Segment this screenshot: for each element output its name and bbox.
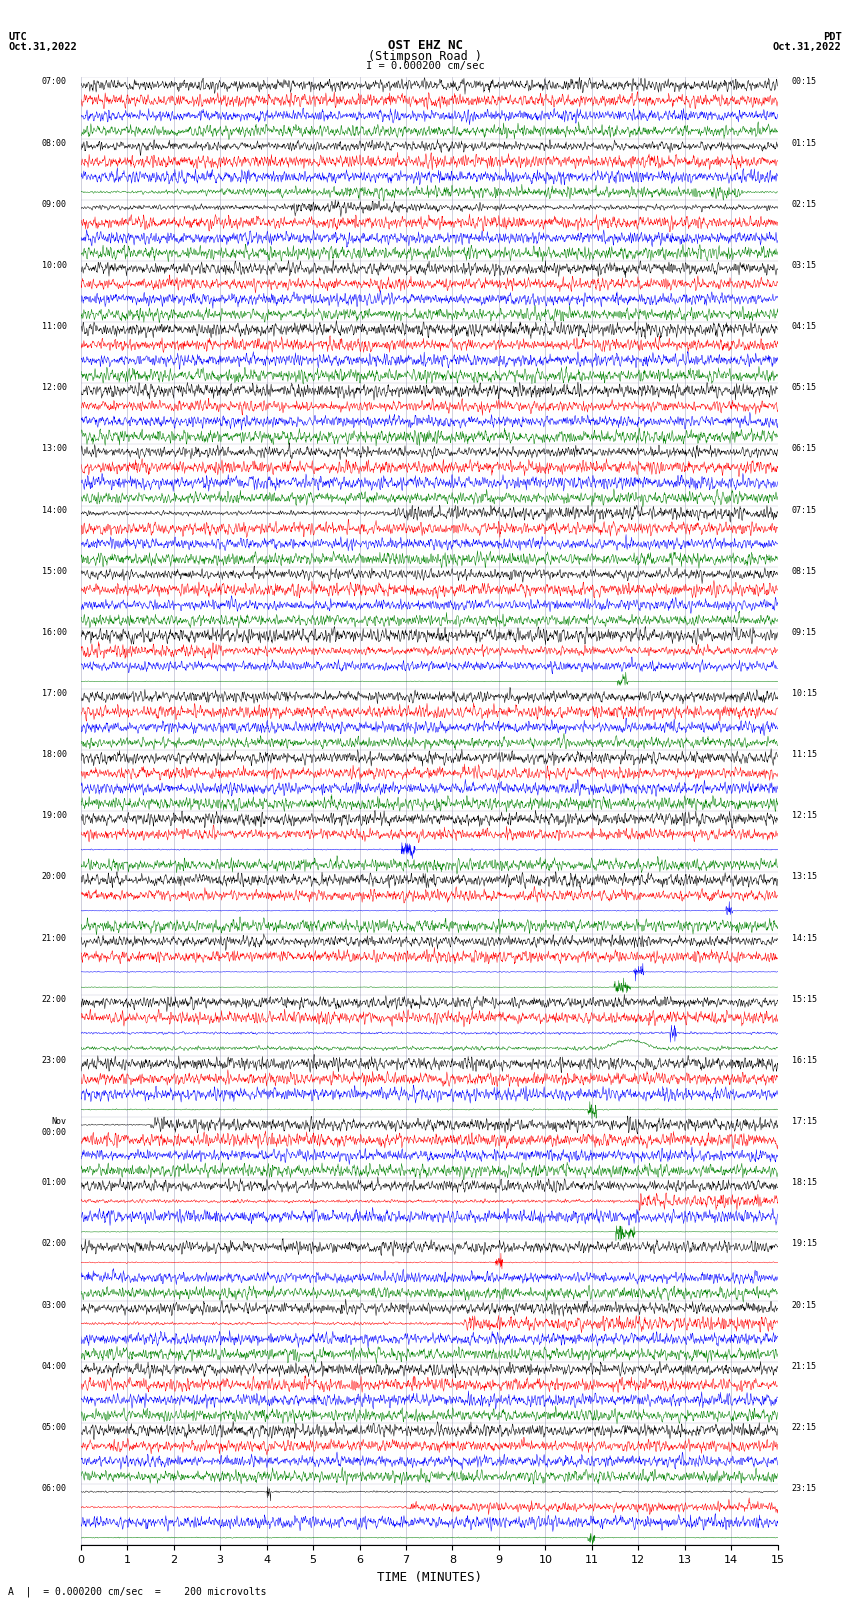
Text: 09:00: 09:00 (42, 200, 67, 208)
Text: 11:15: 11:15 (791, 750, 817, 760)
Text: 03:15: 03:15 (791, 261, 817, 269)
Text: 16:15: 16:15 (791, 1057, 817, 1065)
Text: 18:00: 18:00 (42, 750, 67, 760)
Text: 20:15: 20:15 (791, 1300, 817, 1310)
Text: PDT: PDT (823, 32, 842, 42)
Text: 23:15: 23:15 (791, 1484, 817, 1494)
X-axis label: TIME (MINUTES): TIME (MINUTES) (377, 1571, 482, 1584)
Text: 22:00: 22:00 (42, 995, 67, 1003)
Text: OST EHZ NC: OST EHZ NC (388, 39, 462, 52)
Text: 05:00: 05:00 (42, 1423, 67, 1432)
Text: 21:00: 21:00 (42, 934, 67, 942)
Text: Oct.31,2022: Oct.31,2022 (773, 42, 842, 52)
Text: UTC: UTC (8, 32, 27, 42)
Text: 16:00: 16:00 (42, 627, 67, 637)
Text: 23:00: 23:00 (42, 1057, 67, 1065)
Text: 17:15: 17:15 (791, 1118, 817, 1126)
Text: 21:15: 21:15 (791, 1361, 817, 1371)
Text: (Stimpson Road ): (Stimpson Road ) (368, 50, 482, 63)
Text: 05:15: 05:15 (791, 384, 817, 392)
Text: 19:15: 19:15 (791, 1239, 817, 1248)
Text: 17:00: 17:00 (42, 689, 67, 698)
Text: 03:00: 03:00 (42, 1300, 67, 1310)
Text: Oct.31,2022: Oct.31,2022 (8, 42, 77, 52)
Text: 07:00: 07:00 (42, 77, 67, 87)
Text: 10:15: 10:15 (791, 689, 817, 698)
Text: 19:00: 19:00 (42, 811, 67, 821)
Text: 20:00: 20:00 (42, 873, 67, 881)
Text: 10:00: 10:00 (42, 261, 67, 269)
Text: 00:15: 00:15 (791, 77, 817, 87)
Text: 11:00: 11:00 (42, 323, 67, 331)
Text: 14:15: 14:15 (791, 934, 817, 942)
Text: I = 0.000200 cm/sec: I = 0.000200 cm/sec (366, 61, 484, 71)
Text: 06:15: 06:15 (791, 444, 817, 453)
Text: 01:00: 01:00 (42, 1177, 67, 1187)
Text: 02:15: 02:15 (791, 200, 817, 208)
Text: 13:15: 13:15 (791, 873, 817, 881)
Text: 12:15: 12:15 (791, 811, 817, 821)
Text: 14:00: 14:00 (42, 505, 67, 515)
Text: 15:00: 15:00 (42, 566, 67, 576)
Text: A  |  = 0.000200 cm/sec  =    200 microvolts: A | = 0.000200 cm/sec = 200 microvolts (8, 1586, 267, 1597)
Text: 09:15: 09:15 (791, 627, 817, 637)
Text: 08:00: 08:00 (42, 139, 67, 147)
Text: 12:00: 12:00 (42, 384, 67, 392)
Text: 08:15: 08:15 (791, 566, 817, 576)
Text: 02:00: 02:00 (42, 1239, 67, 1248)
Text: 04:00: 04:00 (42, 1361, 67, 1371)
Text: Nov
00:00: Nov 00:00 (42, 1118, 67, 1137)
Text: 01:15: 01:15 (791, 139, 817, 147)
Text: 15:15: 15:15 (791, 995, 817, 1003)
Text: 13:00: 13:00 (42, 444, 67, 453)
Text: 18:15: 18:15 (791, 1177, 817, 1187)
Text: 22:15: 22:15 (791, 1423, 817, 1432)
Text: 07:15: 07:15 (791, 505, 817, 515)
Text: 04:15: 04:15 (791, 323, 817, 331)
Text: 06:00: 06:00 (42, 1484, 67, 1494)
